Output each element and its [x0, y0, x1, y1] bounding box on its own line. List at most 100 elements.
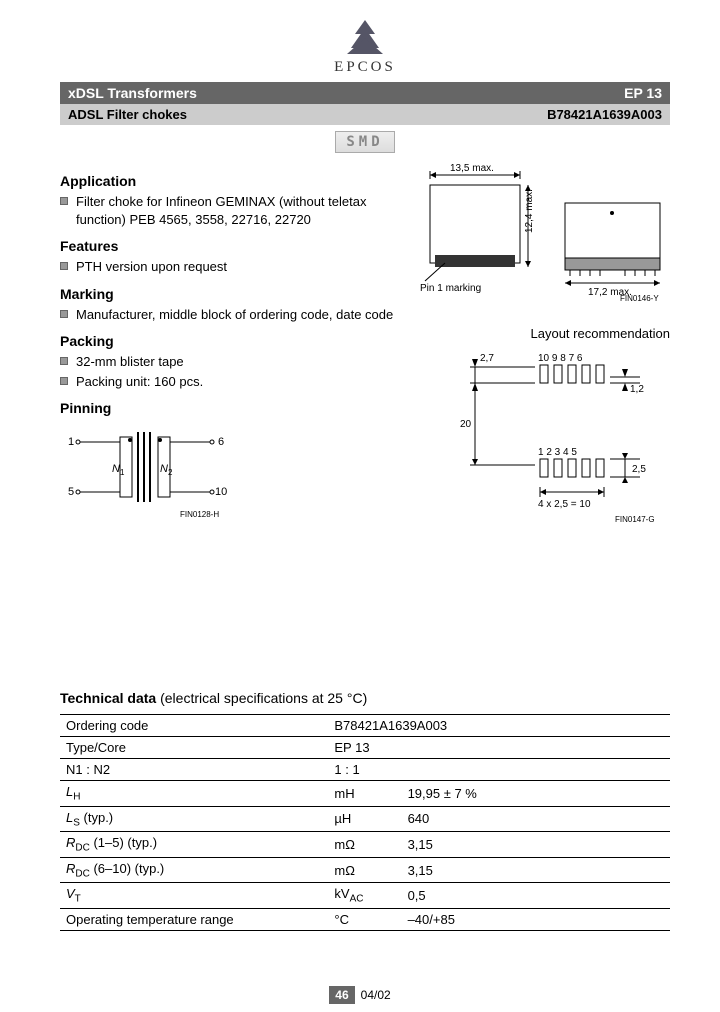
svg-text:2,5: 2,5 — [632, 464, 646, 475]
tech-title-rest: (electrical specifications at 25 °C) — [156, 690, 367, 706]
series-label: EP 13 — [624, 85, 662, 101]
svg-text:FIN0128-H: FIN0128-H — [180, 510, 219, 519]
svg-text:Pin 1 marking: Pin 1 marking — [420, 283, 481, 294]
bullet-icon — [60, 262, 68, 270]
features-text: PTH version upon request — [76, 258, 227, 276]
bullet-icon — [60, 357, 68, 365]
pinning-heading: Pinning — [60, 400, 400, 416]
value-cell: 1 : 1 — [328, 759, 670, 781]
technical-data-heading: Technical data (electrical specification… — [60, 690, 670, 706]
param-cell: LS (typ.) — [60, 806, 328, 832]
packing-text-2: Packing unit: 160 pcs. — [76, 373, 203, 391]
table-row: RDC (6–10) (typ.)mΩ3,15 — [60, 857, 670, 883]
application-heading: Application — [60, 173, 400, 189]
layout-recommendation: 10 9 8 7 6 2,7 1,2 20 — [420, 347, 670, 540]
packing-item: 32-mm blister tape — [60, 353, 400, 371]
svg-text:6: 6 — [218, 436, 224, 448]
page-number: 46 — [329, 986, 354, 1004]
technical-data-table: Ordering codeB78421A1639A003Type/CoreEP … — [60, 714, 670, 931]
header-bar-category: xDSL Transformers EP 13 — [60, 82, 670, 104]
svg-text:1: 1 — [120, 468, 125, 477]
svg-text:2,7: 2,7 — [480, 353, 494, 364]
bullet-icon — [60, 310, 68, 318]
svg-text:1: 1 — [68, 436, 74, 448]
brand-name: EPCOS — [60, 59, 670, 76]
table-row: Operating temperature range°C–40/+85 — [60, 908, 670, 930]
value-cell: B78421A1639A003 — [328, 715, 670, 737]
marking-text: Manufacturer, middle block of ordering c… — [76, 306, 393, 324]
svg-text:20: 20 — [460, 419, 472, 430]
marking-heading: Marking — [60, 286, 400, 302]
unit-cell: mΩ — [328, 857, 401, 883]
application-item: Filter choke for Infineon GEMINAX (witho… — [60, 193, 400, 228]
unit-cell: mΩ — [328, 832, 401, 858]
svg-text:FIN0147-G: FIN0147-G — [615, 515, 655, 524]
svg-text:10: 10 — [215, 486, 227, 498]
table-row: Ordering codeB78421A1639A003 — [60, 715, 670, 737]
param-cell: Type/Core — [60, 737, 328, 759]
logo-block: EPCOS — [60, 20, 670, 76]
dim-width: 13,5 max. — [450, 163, 494, 174]
right-column: 13,5 max. 12,4 max. — [420, 163, 670, 540]
value-cell: 3,15 — [402, 832, 670, 858]
svg-text:1 2 3 4 5: 1 2 3 4 5 — [538, 447, 577, 458]
svg-text:5: 5 — [68, 486, 74, 498]
svg-text:FIN0146-Y: FIN0146-Y — [620, 294, 659, 303]
product-label: ADSL Filter chokes — [68, 107, 187, 122]
features-heading: Features — [60, 238, 400, 254]
tech-title-bold: Technical data — [60, 690, 156, 706]
svg-text:N: N — [112, 463, 120, 475]
pinning-diagram: 1 5 6 10 N1 N2 FIN0128-H — [60, 422, 230, 522]
epcos-logo-icon — [345, 20, 385, 54]
bullet-icon — [60, 197, 68, 205]
header-bar-product: ADSL Filter chokes B78421A1639A003 — [60, 104, 670, 125]
value-cell: 640 — [402, 806, 670, 832]
value-cell: 19,95 ± 7 % — [402, 781, 670, 807]
left-column: Application Filter choke for Infineon GE… — [60, 163, 400, 540]
part-number: B78421A1639A003 — [547, 107, 662, 122]
param-cell: Operating temperature range — [60, 908, 328, 930]
packing-item: Packing unit: 160 pcs. — [60, 373, 400, 391]
category-label: xDSL Transformers — [68, 85, 197, 101]
layout-heading: Layout recommendation — [420, 326, 670, 341]
svg-text:10 9 8 7 6: 10 9 8 7 6 — [538, 353, 583, 364]
value-cell: EP 13 — [328, 737, 670, 759]
features-item: PTH version upon request — [60, 258, 400, 276]
param-cell: LH — [60, 781, 328, 807]
param-cell: RDC (1–5) (typ.) — [60, 832, 328, 858]
table-row: RDC (1–5) (typ.)mΩ3,15 — [60, 832, 670, 858]
mechanical-drawing: 13,5 max. 12,4 max. — [420, 163, 670, 306]
svg-text:1,2: 1,2 — [630, 384, 644, 395]
svg-text:12,4 max.: 12,4 max. — [524, 189, 535, 233]
unit-cell: kVAC — [328, 883, 401, 909]
bullet-icon — [60, 377, 68, 385]
param-cell: Ordering code — [60, 715, 328, 737]
value-cell: 0,5 — [402, 883, 670, 909]
table-row: LHmH19,95 ± 7 % — [60, 781, 670, 807]
svg-text:N: N — [160, 463, 168, 475]
content-columns: Application Filter choke for Infineon GE… — [60, 163, 670, 540]
svg-text:4 x 2,5 = 10: 4 x 2,5 = 10 — [538, 499, 591, 510]
smd-badge: SMD — [60, 131, 670, 153]
param-cell: VT — [60, 883, 328, 909]
table-row: LS (typ.)µH640 — [60, 806, 670, 832]
application-text: Filter choke for Infineon GEMINAX (witho… — [76, 193, 400, 228]
packing-text-1: 32-mm blister tape — [76, 353, 184, 371]
svg-text:2: 2 — [168, 468, 173, 477]
unit-cell: µH — [328, 806, 401, 832]
table-row: VTkVAC0,5 — [60, 883, 670, 909]
unit-cell: °C — [328, 908, 401, 930]
packing-heading: Packing — [60, 333, 400, 349]
smd-text: SMD — [335, 131, 394, 153]
table-row: N1 : N21 : 1 — [60, 759, 670, 781]
table-row: Type/CoreEP 13 — [60, 737, 670, 759]
unit-cell: mH — [328, 781, 401, 807]
value-cell: –40/+85 — [402, 908, 670, 930]
param-cell: RDC (6–10) (typ.) — [60, 857, 328, 883]
marking-item: Manufacturer, middle block of ordering c… — [60, 306, 400, 324]
datasheet-page: EPCOS xDSL Transformers EP 13 ADSL Filte… — [0, 0, 720, 931]
value-cell: 3,15 — [402, 857, 670, 883]
page-footer: 46 04/02 — [0, 986, 720, 1004]
param-cell: N1 : N2 — [60, 759, 328, 781]
footer-date: 04/02 — [361, 988, 391, 1002]
